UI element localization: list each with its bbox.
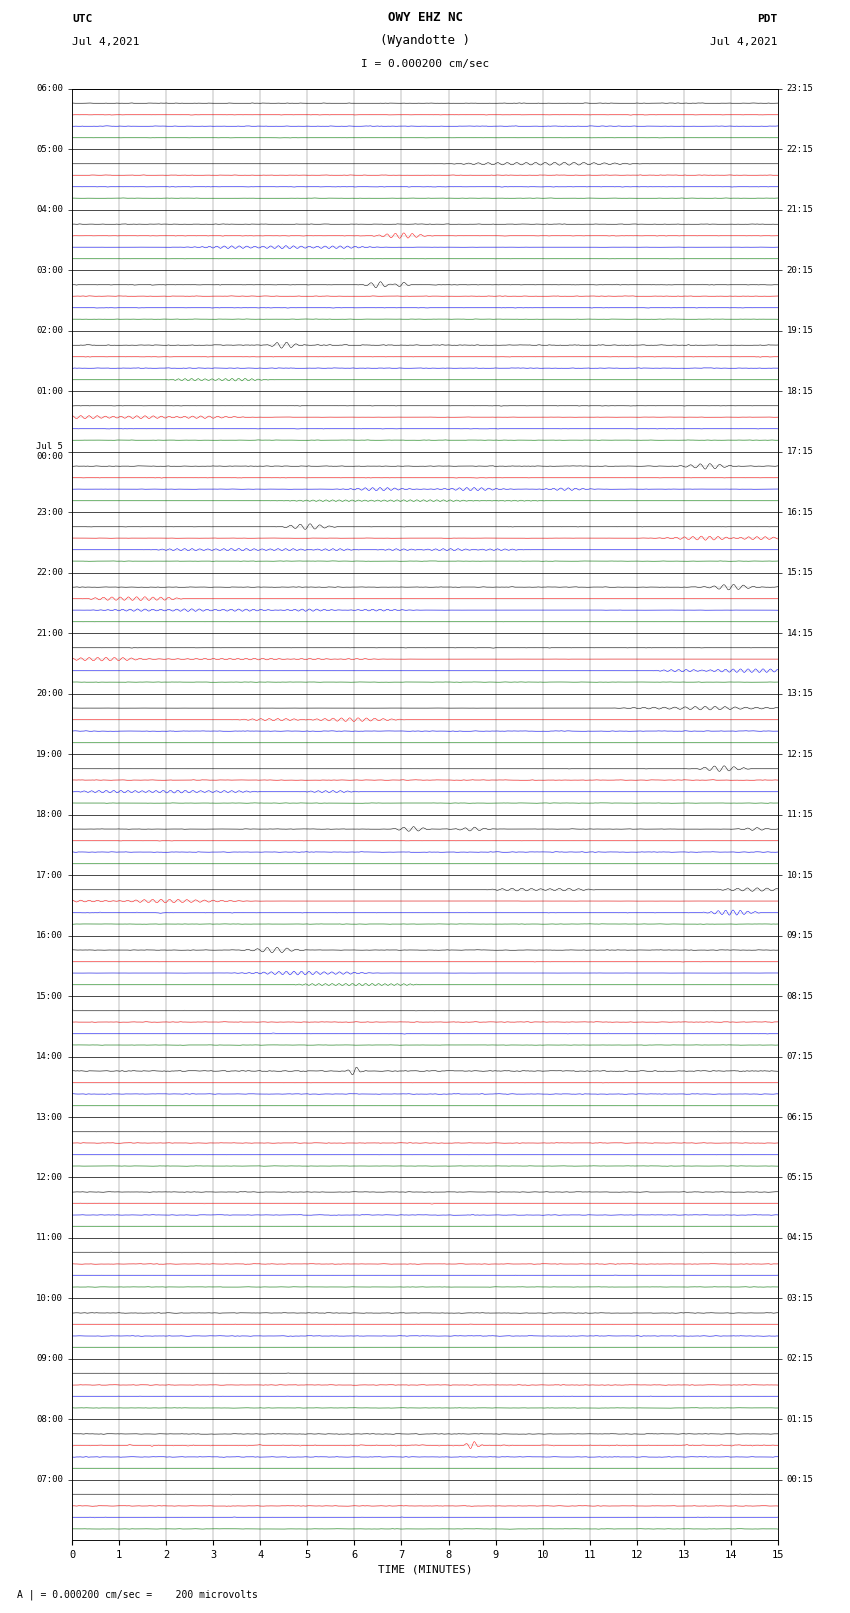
Text: PDT: PDT — [757, 15, 778, 24]
Text: UTC: UTC — [72, 15, 93, 24]
Text: I = 0.000200 cm/sec: I = 0.000200 cm/sec — [361, 60, 489, 69]
Text: A | = 0.000200 cm/sec =    200 microvolts: A | = 0.000200 cm/sec = 200 microvolts — [17, 1589, 258, 1600]
Text: OWY EHZ NC: OWY EHZ NC — [388, 11, 462, 24]
Text: Jul 4,2021: Jul 4,2021 — [711, 37, 778, 47]
X-axis label: TIME (MINUTES): TIME (MINUTES) — [377, 1565, 473, 1574]
Text: Jul 4,2021: Jul 4,2021 — [72, 37, 139, 47]
Text: (Wyandotte ): (Wyandotte ) — [380, 34, 470, 47]
